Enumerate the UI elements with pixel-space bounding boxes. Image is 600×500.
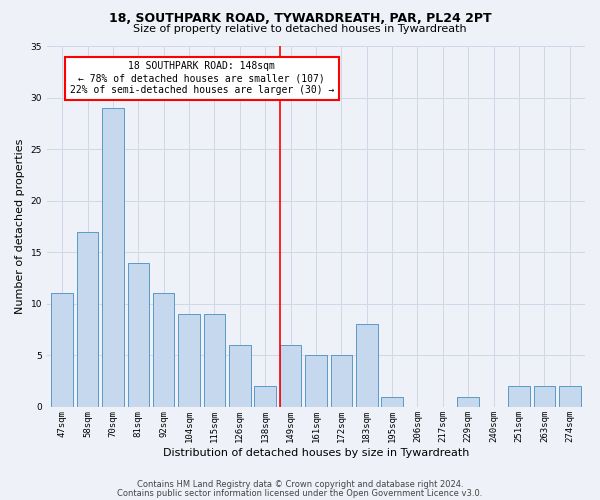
Y-axis label: Number of detached properties: Number of detached properties bbox=[15, 139, 25, 314]
Bar bbox=[305, 356, 327, 407]
Bar bbox=[178, 314, 200, 407]
Bar bbox=[356, 324, 377, 407]
Text: Size of property relative to detached houses in Tywardreath: Size of property relative to detached ho… bbox=[133, 24, 467, 34]
Bar bbox=[128, 262, 149, 407]
Bar bbox=[52, 294, 73, 407]
Bar bbox=[382, 396, 403, 407]
Bar bbox=[533, 386, 555, 407]
Bar bbox=[254, 386, 276, 407]
Bar bbox=[457, 396, 479, 407]
Text: 18 SOUTHPARK ROAD: 148sqm
← 78% of detached houses are smaller (107)
22% of semi: 18 SOUTHPARK ROAD: 148sqm ← 78% of detac… bbox=[70, 62, 334, 94]
Text: Contains HM Land Registry data © Crown copyright and database right 2024.: Contains HM Land Registry data © Crown c… bbox=[137, 480, 463, 489]
Bar bbox=[77, 232, 98, 407]
Bar bbox=[331, 356, 352, 407]
Text: Contains public sector information licensed under the Open Government Licence v3: Contains public sector information licen… bbox=[118, 488, 482, 498]
Bar bbox=[508, 386, 530, 407]
Bar bbox=[153, 294, 175, 407]
Bar bbox=[229, 345, 251, 407]
Bar bbox=[559, 386, 581, 407]
Bar bbox=[280, 345, 301, 407]
X-axis label: Distribution of detached houses by size in Tywardreath: Distribution of detached houses by size … bbox=[163, 448, 469, 458]
Bar bbox=[203, 314, 225, 407]
Bar bbox=[102, 108, 124, 407]
Text: 18, SOUTHPARK ROAD, TYWARDREATH, PAR, PL24 2PT: 18, SOUTHPARK ROAD, TYWARDREATH, PAR, PL… bbox=[109, 12, 491, 26]
